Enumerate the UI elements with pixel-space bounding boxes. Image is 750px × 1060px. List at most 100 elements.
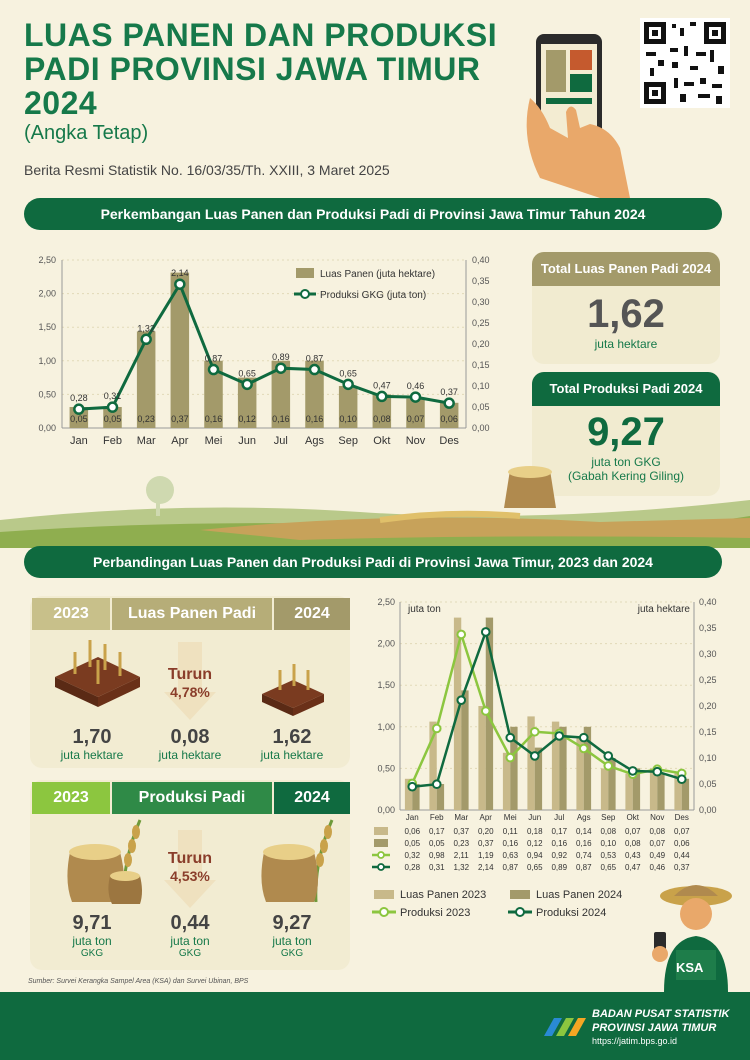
- bar-luas-panen: [170, 272, 190, 428]
- point-produksi-2024: [480, 627, 491, 637]
- line-produksi: [78, 280, 450, 411]
- compare-produksi-turun: Turun: [167, 850, 213, 867]
- card-produksi-unit2: (Gabah Kering Giling): [567, 469, 685, 483]
- card-produksi: Total Produksi Padi 2024 9,27 juta ton G…: [532, 372, 720, 496]
- footer-url[interactable]: https://jatim.bps.go.id: [592, 1036, 678, 1046]
- chart-comparison-2023-2024: 0,00 0,50 1,00 1,50 2,00 2,50 0,00 0,05 0,10 0,15…: [372, 597, 717, 919]
- point-label: 0,47: [373, 380, 391, 390]
- table-cell: 0,05: [429, 839, 445, 848]
- compare-produksi-year-a: 2023: [32, 782, 110, 814]
- bar-luas-panen-2024: [632, 768, 641, 810]
- y-right-tick: 0,25: [699, 675, 717, 685]
- bar-luas-panen-2024: [436, 784, 445, 810]
- compare-luas-pct: 4,78%: [170, 684, 210, 700]
- legend-swatch-bar: [296, 268, 314, 278]
- compare-produksi-unit-diff2: GKG: [178, 948, 202, 959]
- y-left-tick: 1,50: [377, 680, 395, 690]
- section2-banner: Perbandingan Luas Panen dan Produksi Pad…: [24, 546, 722, 578]
- x-tick-label: Nov: [650, 813, 664, 822]
- x-tick-label: Okt: [627, 813, 640, 822]
- legend-label-bar: Luas Panen (juta hektare): [320, 269, 435, 280]
- table-cell: 0,47: [625, 863, 641, 872]
- point-label: 0,46: [407, 381, 425, 391]
- bar-luas-panen-2024: [534, 747, 543, 810]
- x-tick-label: Jun: [528, 813, 541, 822]
- legend-swatch-luas-2024: [510, 890, 530, 899]
- x-tick-label: Nov: [406, 435, 426, 447]
- compare-produksi-label: Produksi Padi: [112, 782, 272, 814]
- table-cell: 0,37: [674, 863, 690, 872]
- point-produksi-2024: [652, 766, 663, 777]
- y-right-tick: 0,40: [699, 597, 717, 607]
- compare-luas-year-a: 2023: [32, 598, 110, 630]
- table-legend-swatch: [374, 827, 388, 835]
- compare-produksi-unit-diff: juta ton: [170, 934, 210, 948]
- y-right-tick: 0,00: [699, 805, 717, 815]
- y-right-tick: 0,05: [699, 779, 717, 789]
- release-note: Berita Resmi Statistik No. 16/03/35/Th. …: [24, 162, 390, 178]
- table-cell: 0,89: [551, 863, 567, 872]
- table-cell: 0,18: [527, 827, 543, 836]
- compare-luas-turun: Turun: [167, 666, 213, 683]
- point-produksi-2023: [456, 629, 467, 640]
- table-cell: 2,11: [454, 851, 470, 860]
- point-label: 2,14: [171, 268, 189, 278]
- point-produksi-2023: [431, 723, 442, 734]
- y-right-tick: 0,35: [472, 276, 490, 286]
- bar-label: 0,05: [70, 414, 88, 424]
- point-produksi-2024: [456, 695, 467, 705]
- legend-label-luas-2023: Luas Panen 2023: [400, 889, 486, 901]
- table-cell: 0,31: [429, 863, 445, 872]
- bar-luas-panen-2023: [600, 768, 609, 810]
- table-cell: 0,43: [625, 851, 641, 860]
- page-title: LUAS PANEN DAN PRODUKSI PADI PROVINSI JA…: [24, 18, 544, 120]
- source-note: Sumber: Survei Kerangka Sampel Area (KSA…: [28, 978, 249, 985]
- bar-label: 0,16: [272, 414, 290, 424]
- compare-produksi-val-a: 9,71: [72, 912, 112, 934]
- legend-marker-produksi-2023: [379, 907, 389, 917]
- legend-label-line: Produksi GKG (juta ton): [320, 290, 426, 301]
- y-right-tick: 0,20: [472, 339, 490, 349]
- table-cell: 0,16: [576, 839, 592, 848]
- x-tick-label: Des: [675, 813, 689, 822]
- bar-luas-panen: [204, 360, 223, 428]
- bar-luas-panen: [237, 377, 257, 428]
- table-cell: 0,07: [674, 827, 690, 836]
- bar-label: 0,05: [104, 414, 122, 424]
- compare-produksi-unit-a2: GKG: [80, 948, 104, 959]
- x-tick-label: Okt: [373, 435, 390, 447]
- point-produksi-2023: [578, 743, 589, 754]
- table-cell: 0,11: [503, 827, 519, 836]
- bar-luas-panen-2024: [510, 726, 518, 810]
- bar-label: 0,16: [306, 414, 324, 424]
- table-cell: 2,14: [478, 863, 494, 872]
- table-cell: 0,65: [527, 863, 543, 872]
- table-cell: 0,12: [527, 839, 543, 848]
- bar-luas-panen-2024: [461, 690, 469, 810]
- bar-luas-panen-2024: [412, 784, 420, 810]
- footer-org1: BADAN PUSAT STATISTIK: [592, 1008, 730, 1020]
- legend-swatch-luas-2023: [374, 890, 394, 899]
- x-tick-label: Sep: [601, 813, 616, 822]
- bar-label: 0,12: [238, 414, 256, 424]
- table-cell: 0,63: [502, 851, 518, 860]
- x-tick-label: Mar: [454, 813, 468, 822]
- line-produksi-2023: [411, 629, 682, 784]
- x-tick-label: Jan: [70, 435, 88, 447]
- x-tick-label: Feb: [430, 813, 444, 822]
- point-produksi-2024: [505, 732, 516, 743]
- y-left-tick: 0,50: [38, 389, 56, 399]
- table-cell: 0,10: [600, 839, 616, 848]
- bar-luas-panen: [372, 394, 392, 428]
- qr-code[interactable]: [640, 18, 730, 108]
- bar-luas-panen-2023: [404, 778, 413, 810]
- x-tick-label: Ags: [305, 435, 324, 447]
- card-produksi-value: 9,27: [587, 410, 665, 454]
- table-cell: 0,74: [576, 851, 592, 860]
- line-produksi-2024: [412, 627, 683, 788]
- card-luas-value: 1,62: [587, 292, 665, 336]
- y-right-axis-label: juta hektare: [637, 604, 691, 615]
- y-left-tick: 2,50: [38, 255, 56, 265]
- y-right-tick: 0,05: [472, 402, 490, 412]
- compare-luas-label: Luas Panen Padi: [112, 598, 272, 630]
